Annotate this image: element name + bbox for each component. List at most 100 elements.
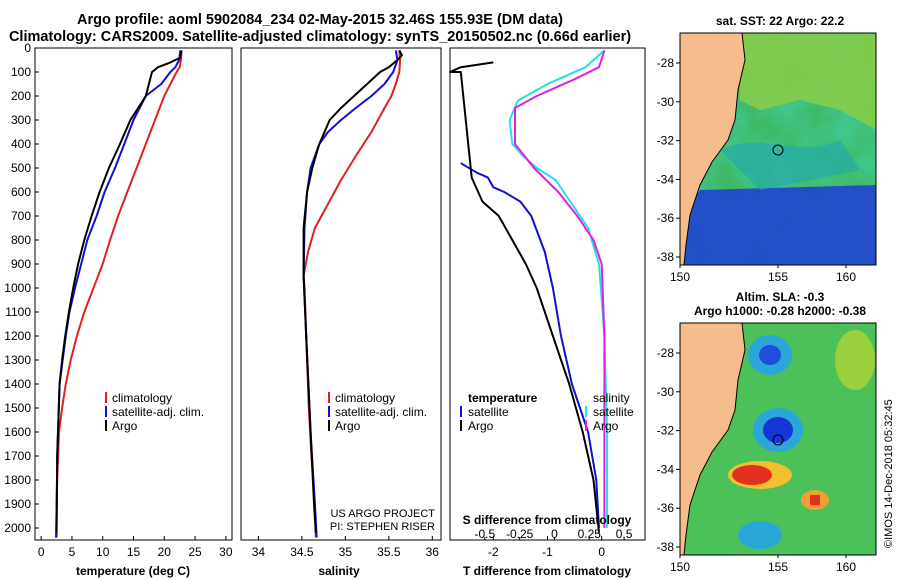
temp-x-tick-label: 20 — [158, 545, 172, 559]
salinity-x-label: salinity — [318, 564, 360, 578]
sla-high-south-core — [732, 465, 772, 485]
map-lat-tick-label: -32 — [657, 134, 675, 148]
depth-tick-label: 1600 — [4, 425, 31, 439]
temperature-legend: climatology satellite-adj. clim. Argo — [105, 391, 204, 433]
salinity-panel: 34 34.5 35 35.5 36 salinity climatology sate… — [240, 47, 442, 578]
sal-x-tick-label: 34 — [252, 545, 266, 559]
s-diff-tick-label: -0.5 — [474, 527, 495, 541]
sal-x-tick-label: 34.5 — [290, 545, 314, 559]
sla-map: -28 -30 -32 -34 -36 -38 150 155 160 — [657, 322, 877, 574]
map-lon-tick-label: 150 — [670, 560, 690, 574]
series-line-temperature-satellite — [460, 162, 600, 529]
map-lat-tick-label: -38 — [657, 250, 675, 264]
sal-x-tick-label: 35 — [339, 545, 353, 559]
imos-watermark: ©IMOS 14-Dec-2018 05:32:45 — [883, 399, 895, 548]
sla-low-centre-core — [763, 417, 793, 443]
depth-tick-label: 1100 — [5, 305, 31, 319]
temp-x-tick-label: 15 — [127, 545, 141, 559]
s-difference-x-label: S difference from climatology — [463, 513, 632, 527]
legend-label-satellite: satellite-adj. clim. — [112, 405, 204, 419]
salinity-axes-box — [240, 47, 442, 541]
temp-x-tick-label: 0 — [38, 545, 45, 559]
sst-map: -28 -30 -32 -34 -36 -38 150 155 160 — [657, 32, 877, 284]
temperature-lines — [54, 50, 183, 538]
depth-tick-label: 0 — [24, 41, 31, 55]
depth-tick-label: 1500 — [4, 401, 31, 415]
sst-lon-axis: 150 155 160 — [670, 265, 856, 284]
t-difference-x-label: T difference from climatology — [463, 564, 631, 578]
depth-tick-label: 2000 — [4, 521, 31, 535]
temp-x-tick-label: 30 — [219, 545, 233, 559]
sla-lon-axis: 150 155 160 — [670, 555, 856, 574]
salinity-x-axis: 34 34.5 35 35.5 36 — [252, 536, 440, 559]
map-lon-tick-label: 155 — [768, 560, 788, 574]
s-diff-tick-label: -0.25 — [506, 527, 534, 541]
temperature-x-axis: 0 5 10 15 20 25 30 — [38, 536, 233, 559]
legend-label-argo: Argo — [335, 419, 361, 433]
depth-tick-label: 200 — [11, 89, 31, 103]
difference-legend: temperature satellite Argo salinity sate… — [460, 391, 634, 433]
legend-label-temp-satellite: satellite — [468, 405, 509, 419]
map-lat-tick-label: -36 — [657, 501, 675, 515]
map-lat-tick-label: -30 — [657, 95, 675, 109]
depth-tick-label: 700 — [11, 209, 31, 223]
diff-x-tick-label: -2 — [488, 545, 499, 559]
difference-axes-box — [449, 47, 646, 541]
sst-warm-region — [740, 33, 876, 130]
temp-x-tick-label: 5 — [69, 545, 76, 559]
plot-title-line2: Climatology: CARS2009. Satellite-adjuste… — [8, 29, 632, 45]
sla-high-southeast-core — [810, 495, 820, 505]
legend-label-climatology: climatology — [112, 391, 172, 405]
s-diff-tick-label: 0.5 — [616, 527, 633, 541]
map-lat-tick-label: -30 — [657, 385, 675, 399]
series-line-temperature-argo — [449, 61, 600, 533]
sla-map-title-line1: Altim. SLA: -0.3 — [735, 290, 825, 304]
depth-tick-label: 100 — [11, 65, 31, 79]
plot-title-line1: Argo profile: aoml 5902084_234 02-May-20… — [77, 12, 563, 28]
depth-tick-label: 600 — [11, 185, 31, 199]
map-lat-tick-label: -32 — [657, 424, 675, 438]
sal-x-tick-label: 36 — [426, 545, 440, 559]
temperature-x-label: temperature (deg C) — [76, 564, 190, 578]
depth-tick-label: 1000 — [4, 281, 31, 295]
sst-mid-region — [720, 140, 860, 190]
depth-tick-label: 1800 — [4, 473, 31, 487]
depth-tick-label: 400 — [11, 137, 31, 151]
sla-high-east — [835, 330, 875, 390]
map-lat-tick-label: -38 — [657, 540, 675, 554]
depth-tick-label: 500 — [11, 161, 31, 175]
s-difference-x-axis: -0.5 -0.25 0 0.25 0.5 — [474, 527, 632, 541]
legend-label-climatology: climatology — [335, 391, 395, 405]
t-difference-x-axis: -2 -1 0 — [488, 536, 605, 559]
map-lat-tick-label: -34 — [657, 462, 675, 476]
map-lon-tick-label: 155 — [768, 270, 788, 284]
legend-label-sal-satellite: satellite — [593, 405, 634, 419]
depth-tick-label: 1300 — [4, 353, 31, 367]
map-lat-tick-label: -28 — [657, 346, 675, 360]
map-lat-tick-label: -28 — [657, 56, 675, 70]
sst-cold-region — [680, 185, 876, 265]
difference-lines — [449, 49, 609, 533]
sla-map-title-line2: Argo h1000: -0.28 h2000: -0.38 — [693, 304, 867, 318]
sst-map-title: sat. SST: 22 Argo: 22.2 — [715, 14, 845, 28]
series-line-argo — [302, 49, 403, 533]
sal-x-tick-label: 35.5 — [377, 545, 401, 559]
map-lon-tick-label: 160 — [836, 270, 856, 284]
legend-salinity-header: salinity — [593, 391, 630, 405]
map-lat-tick-label: -34 — [657, 172, 675, 186]
map-lon-tick-label: 160 — [836, 560, 856, 574]
temp-x-tick-label: 10 — [96, 545, 110, 559]
series-line-salinity-argo — [514, 50, 606, 528]
legend-label-satellite: satellite-adj. clim. — [335, 405, 427, 419]
credit-pi: PI: STEPHEN RISER — [330, 521, 435, 533]
sla-lat-axis: -28 -30 -32 -34 -36 -38 — [657, 346, 680, 554]
sla-argo-location-marker — [772, 434, 784, 446]
diff-x-tick-label: -1 — [542, 545, 553, 559]
depth-tick-label: 800 — [11, 233, 31, 247]
depth-tick-label: 900 — [11, 257, 31, 271]
depth-tick-label: 1900 — [4, 497, 31, 511]
difference-panel: -2 -1 0 -0.5 -0.25 0 0.25 0.5 T difference fro… — [449, 47, 646, 578]
temperature-panel: 0100200300400500600700800900100011001200… — [4, 41, 454, 578]
series-line-argo — [55, 50, 183, 533]
